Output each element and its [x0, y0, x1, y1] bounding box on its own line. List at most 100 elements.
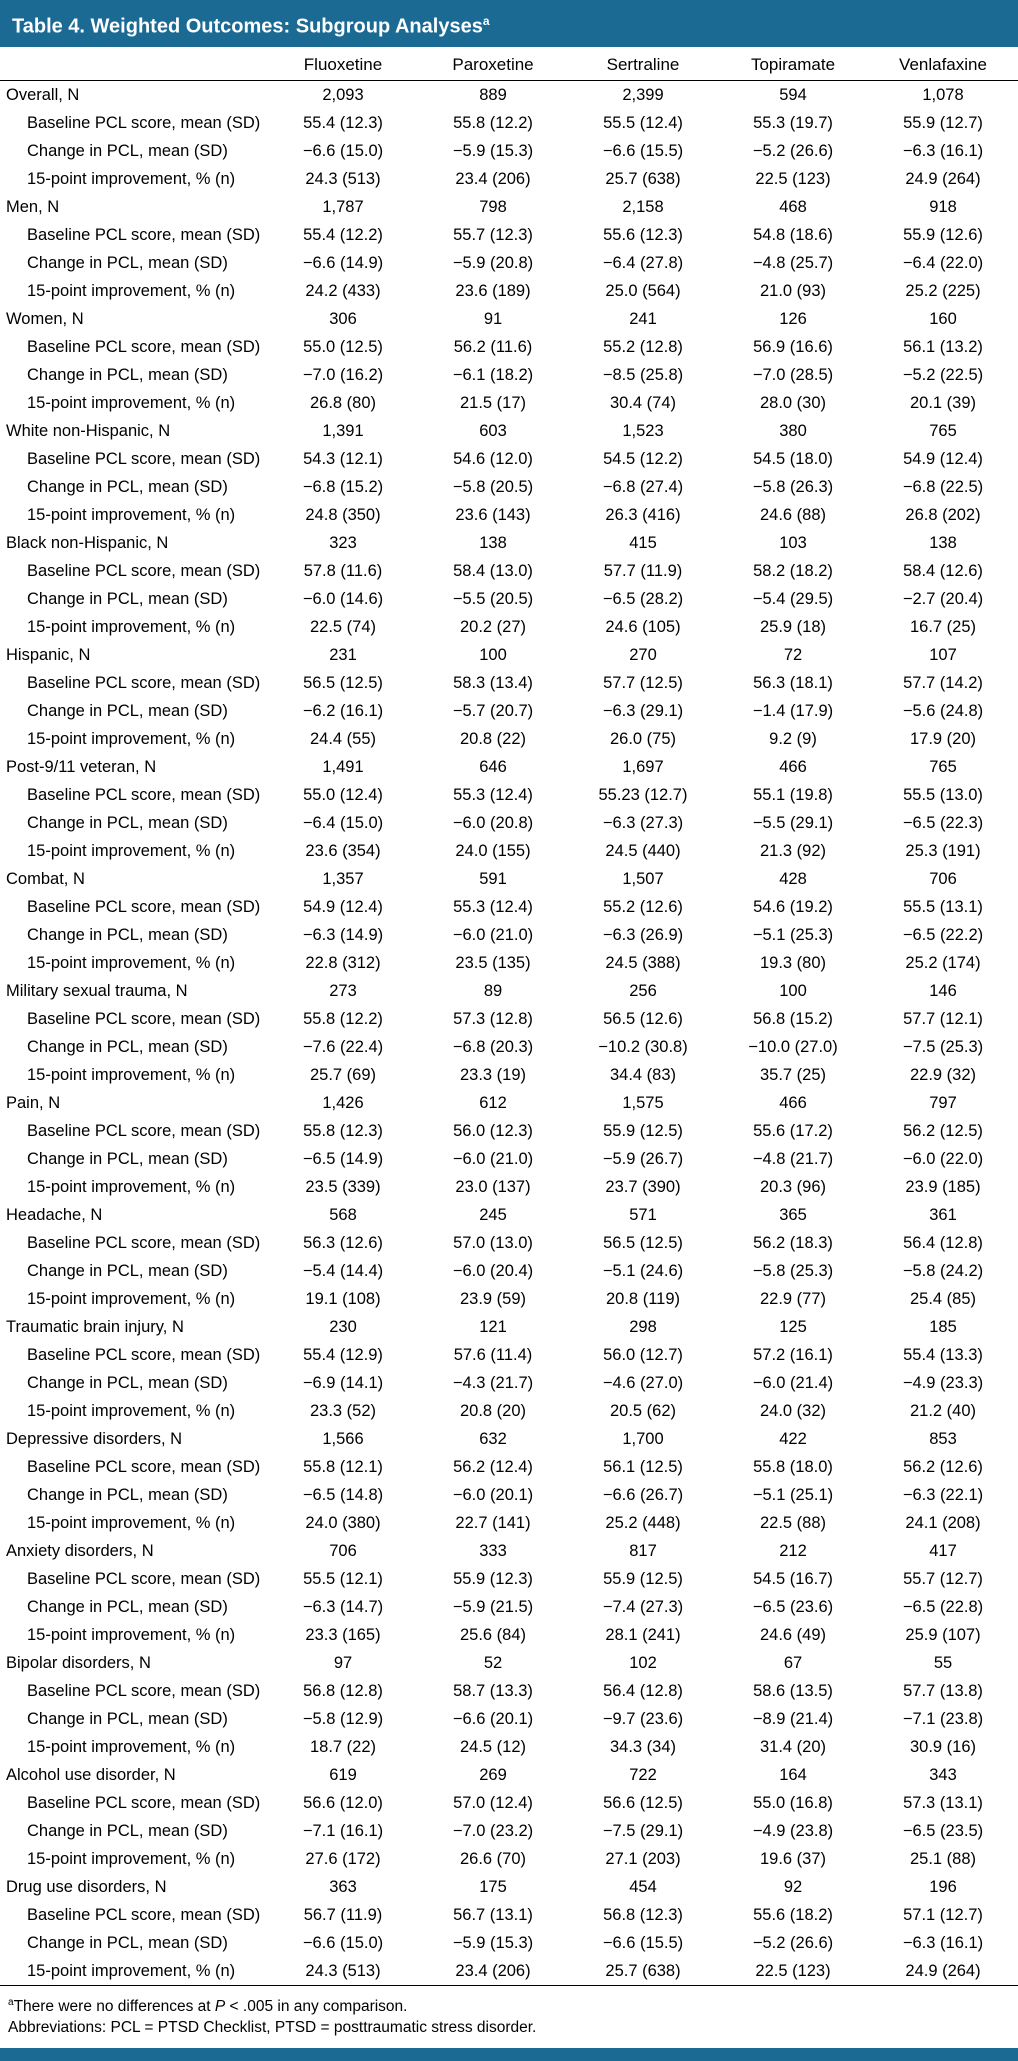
data-cell: 55.0 (12.4) — [303, 785, 383, 804]
sub-row-baseline: Baseline PCL score, mean (SD) 55.4 (12.9)… — [0, 1341, 1018, 1369]
data-cell: −4.9 (23.8) — [752, 1821, 834, 1840]
data-cell: −6.0 (14.6) — [302, 589, 384, 608]
data-cell: −10.2 (30.8) — [598, 1037, 688, 1056]
data-cell: 212 — [779, 1541, 807, 1560]
data-cell: 27.1 (203) — [605, 1849, 681, 1868]
data-cell: −5.9 (20.8) — [452, 253, 534, 272]
data-cell: 22.5 (123) — [755, 1961, 831, 1980]
data-cell: −6.8 (15.2) — [302, 477, 384, 496]
data-cell: −6.3 (14.9) — [302, 925, 384, 944]
data-cell: 19.6 (37) — [759, 1849, 827, 1868]
data-cell: 603 — [479, 421, 507, 440]
data-cell: −6.2 (16.1) — [302, 701, 384, 720]
data-cell: 23.5 (135) — [455, 953, 531, 972]
data-cell: −6.5 (22.2) — [902, 925, 984, 944]
data-cell: 24.3 (513) — [305, 1961, 381, 1980]
sub-row-change: Change in PCL, mean (SD) −5.8 (12.9) −6.6 … — [0, 1705, 1018, 1733]
data-cell: 55.6 (17.2) — [753, 1121, 833, 1140]
data-cell: −6.8 (20.3) — [452, 1037, 534, 1056]
footnote-a-text-pre: There were no differences at — [13, 1997, 215, 2015]
data-cell: 22.9 (77) — [759, 1289, 827, 1308]
data-cell: 57.6 (11.4) — [453, 1345, 533, 1364]
data-cell: −6.8 (27.4) — [602, 477, 684, 496]
data-cell: −5.8 (24.2) — [902, 1261, 984, 1280]
data-cell: 28.0 (30) — [759, 393, 827, 412]
group-header-row: Women, N 306 91 241 126 160 — [0, 305, 1018, 333]
data-cell: 22.8 (312) — [305, 953, 381, 972]
sub-row-baseline: Baseline PCL score, mean (SD) 56.7 (11.9)… — [0, 1901, 1018, 1929]
data-cell: 619 — [329, 1765, 357, 1784]
row-label-improvement: 15-point improvement, % (n) — [27, 169, 236, 188]
row-label-change: Change in PCL, mean (SD) — [27, 365, 228, 384]
column-header-venlafaxine: Venlafaxine — [868, 46, 1018, 81]
data-cell: 20.8 (119) — [606, 1289, 680, 1308]
group-label: Headache, N — [6, 1205, 103, 1224]
data-cell: −5.9 (15.3) — [452, 141, 534, 160]
data-cell: 22.5 (123) — [755, 169, 831, 188]
data-cell: 56.7 (11.9) — [303, 1905, 383, 1924]
data-cell: 380 — [779, 421, 807, 440]
data-cell: −6.3 (27.3) — [602, 813, 684, 832]
row-label-change: Change in PCL, mean (SD) — [27, 141, 228, 160]
data-cell: 55.4 (12.3) — [303, 113, 383, 132]
data-cell: 34.4 (83) — [609, 1065, 677, 1084]
data-cell: −6.9 (14.1) — [302, 1373, 384, 1392]
sub-row-change: Change in PCL, mean (SD) −6.6 (15.0) −5.9 … — [0, 1929, 1018, 1957]
data-cell: −6.5 (22.3) — [902, 813, 984, 832]
data-cell: −9.7 (23.6) — [602, 1709, 684, 1728]
data-cell: −6.3 (16.1) — [902, 1933, 984, 1952]
data-cell: 55.23 (12.7) — [598, 785, 688, 804]
data-cell: −5.4 (29.5) — [752, 589, 834, 608]
data-cell: 57.1 (12.7) — [903, 1905, 983, 1924]
data-cell: 25.1 (88) — [909, 1849, 977, 1868]
data-cell: 57.7 (14.2) — [903, 673, 983, 692]
data-cell: 54.5 (16.7) — [753, 1569, 833, 1588]
data-cell: 55.7 (12.7) — [903, 1569, 983, 1588]
data-cell: −1.4 (17.9) — [752, 701, 834, 720]
group-label: Traumatic brain injury, N — [6, 1317, 184, 1336]
data-cell: 57.7 (11.9) — [603, 561, 683, 580]
sub-row-improvement: 15-point improvement, % (n) 24.8 (350) 23.… — [0, 501, 1018, 529]
row-label-baseline: Baseline PCL score, mean (SD) — [27, 1345, 261, 1364]
row-label-baseline: Baseline PCL score, mean (SD) — [27, 785, 261, 804]
data-cell: −5.5 (20.5) — [452, 589, 534, 608]
footnote-a-text-post: < .005 in any comparison. — [225, 1997, 408, 2015]
table-title-bar: Table 4. Weighted Outcomes: Subgroup Ana… — [0, 0, 1018, 47]
data-cell: 24.6 (105) — [605, 617, 681, 636]
data-cell: 24.6 (49) — [759, 1625, 827, 1644]
data-cell: 1,787 — [322, 197, 364, 216]
row-label-improvement: 15-point improvement, % (n) — [27, 281, 236, 300]
data-cell: 58.7 (13.3) — [453, 1681, 533, 1700]
data-cell: 245 — [479, 1205, 507, 1224]
footnote-a: aThere were no differences at P < .005 i… — [8, 1992, 1008, 2017]
data-cell: 24.9 (264) — [905, 1961, 981, 1980]
row-label-baseline: Baseline PCL score, mean (SD) — [27, 449, 261, 468]
table-title-superscript: a — [482, 14, 490, 28]
data-cell: 1,357 — [322, 869, 364, 888]
data-cell: −5.6 (24.8) — [902, 701, 984, 720]
column-header-topiramate: Topiramate — [718, 46, 868, 81]
data-cell: 56.8 (12.8) — [303, 1681, 383, 1700]
row-label-improvement: 15-point improvement, % (n) — [27, 617, 236, 636]
group-header-row: Pain, N 1,426 612 1,575 466 797 — [0, 1089, 1018, 1117]
data-cell: −6.1 (18.2) — [452, 365, 534, 384]
data-cell: 55.0 (16.8) — [753, 1793, 833, 1812]
data-cell: −6.0 (20.8) — [452, 813, 534, 832]
row-label-change: Change in PCL, mean (SD) — [27, 701, 228, 720]
data-cell: −6.6 (15.5) — [602, 1933, 684, 1952]
data-cell: −6.4 (22.0) — [902, 253, 984, 272]
column-header-paroxetine: Paroxetine — [418, 46, 568, 81]
data-cell: 55.4 (12.2) — [303, 225, 383, 244]
data-cell: 56.1 (13.2) — [903, 337, 983, 356]
data-cell: 56.5 (12.5) — [303, 673, 383, 692]
data-cell: 270 — [629, 645, 657, 664]
footnotes: aThere were no differences at P < .005 i… — [0, 1984, 1018, 2045]
data-cell: −6.5 (28.2) — [602, 589, 684, 608]
data-cell: 646 — [479, 757, 507, 776]
sub-row-change: Change in PCL, mean (SD) −6.4 (15.0) −6.0 … — [0, 809, 1018, 837]
sub-row-baseline: Baseline PCL score, mean (SD) 55.0 (12.5)… — [0, 333, 1018, 361]
data-cell: 20.8 (20) — [459, 1401, 527, 1420]
row-label-change: Change in PCL, mean (SD) — [27, 589, 228, 608]
sub-row-baseline: Baseline PCL score, mean (SD) 56.5 (12.5)… — [0, 669, 1018, 697]
